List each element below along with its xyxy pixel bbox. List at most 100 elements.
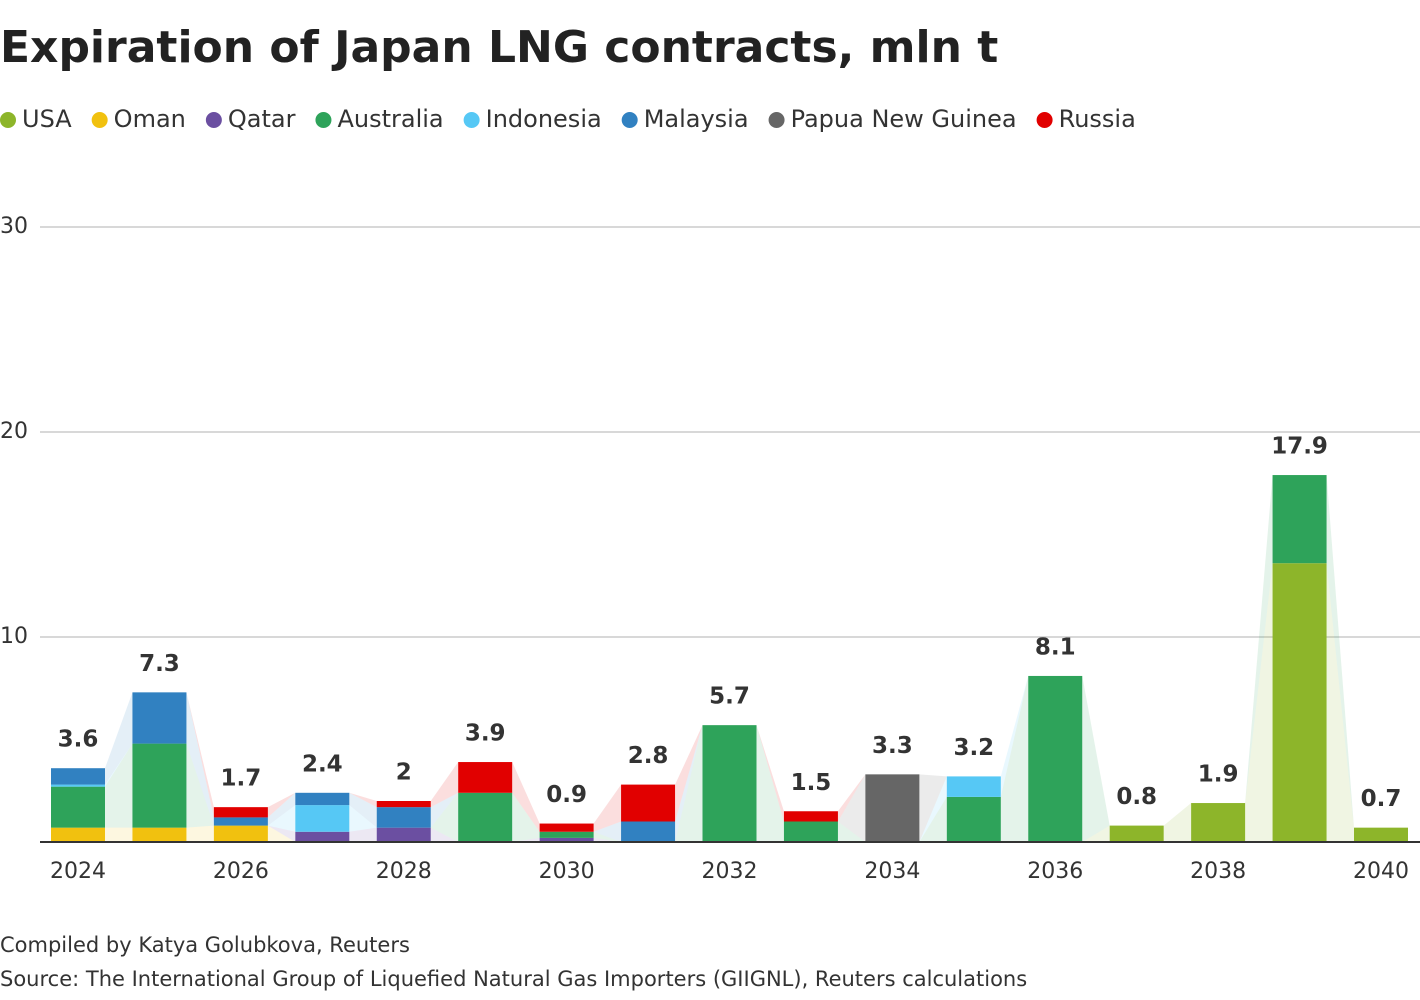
flow-band bbox=[186, 743, 214, 828]
total-label: 3.3 bbox=[872, 733, 913, 759]
bar-segment bbox=[51, 768, 105, 785]
flow-band bbox=[675, 725, 703, 842]
flow-band bbox=[837, 774, 866, 842]
total-label: 1.7 bbox=[221, 766, 262, 792]
bar-segment bbox=[1028, 675, 1083, 842]
x-tick-label: 2036 bbox=[1027, 859, 1083, 884]
flow-band bbox=[267, 792, 296, 818]
legend-label: Indonesia bbox=[486, 105, 602, 133]
total-label: 17.9 bbox=[1271, 434, 1328, 460]
total-label: 2.8 bbox=[628, 743, 669, 769]
flow-band bbox=[1163, 803, 1192, 842]
flow-band bbox=[1245, 563, 1273, 842]
flow-band bbox=[675, 725, 703, 822]
bar-segment bbox=[539, 837, 594, 842]
bar-segment bbox=[132, 692, 187, 744]
chart-title: Expiration of Japan LNG contracts, mln t bbox=[0, 22, 998, 73]
legend-marker bbox=[315, 112, 332, 128]
bar-segment bbox=[458, 762, 513, 793]
flow-band bbox=[186, 692, 214, 818]
legend-label: Papua New Guinea bbox=[791, 105, 1017, 133]
bar-segment bbox=[213, 825, 268, 842]
flow-band bbox=[1000, 675, 1029, 842]
bar-segment bbox=[295, 792, 350, 806]
flow-band bbox=[267, 825, 296, 842]
legend-marker bbox=[621, 112, 638, 128]
flow-band bbox=[837, 821, 866, 842]
flow-band bbox=[105, 692, 133, 785]
flow-band bbox=[430, 792, 459, 828]
flow-band bbox=[919, 796, 947, 842]
bar-segment bbox=[295, 805, 350, 832]
total-label: 8.1 bbox=[1035, 634, 1076, 660]
bar-segment bbox=[458, 792, 513, 842]
bar-segment bbox=[1191, 803, 1246, 842]
bar-segment bbox=[783, 821, 838, 842]
bar-segment bbox=[132, 827, 187, 842]
flow-band bbox=[430, 827, 459, 842]
flow-band bbox=[837, 774, 866, 822]
flow-band bbox=[756, 725, 784, 842]
flow-band bbox=[593, 831, 622, 842]
x-tick-label: 2030 bbox=[539, 859, 595, 884]
legend-label: Qatar bbox=[228, 105, 296, 133]
flow-band bbox=[430, 762, 459, 808]
flow-band bbox=[919, 774, 947, 842]
bar-segment bbox=[621, 784, 676, 822]
total-label: 3.6 bbox=[58, 727, 99, 753]
flow-band bbox=[1082, 675, 1110, 842]
flow-band bbox=[349, 792, 377, 828]
note: Compiled by Katya Golubkova, Reuters bbox=[0, 933, 410, 957]
legend-marker bbox=[91, 112, 108, 128]
flow-band bbox=[267, 825, 296, 842]
bar-segment bbox=[51, 786, 105, 828]
flow-band bbox=[105, 743, 133, 787]
flow-band bbox=[349, 792, 377, 808]
total-label: 2 bbox=[396, 760, 412, 786]
legend-marker bbox=[463, 112, 480, 128]
bar-segment bbox=[621, 821, 676, 842]
bar-segment bbox=[946, 796, 1001, 842]
bar-segment bbox=[783, 811, 838, 822]
total-label: 5.7 bbox=[709, 684, 750, 710]
flow-band bbox=[267, 805, 296, 832]
bar-segment bbox=[376, 807, 431, 828]
flow-band bbox=[919, 776, 947, 842]
flow-band bbox=[186, 825, 214, 842]
legend-marker bbox=[1036, 112, 1053, 128]
legend-marker bbox=[768, 112, 785, 128]
x-tick-label: 2040 bbox=[1353, 859, 1409, 884]
flow-band bbox=[105, 743, 133, 828]
x-tick-label: 2024 bbox=[50, 859, 106, 884]
flow-band bbox=[593, 837, 622, 842]
flow-band bbox=[1326, 475, 1354, 828]
flow-band bbox=[756, 725, 784, 822]
bar-segment bbox=[1272, 475, 1327, 564]
bar-segment bbox=[1354, 827, 1408, 842]
bar-segment bbox=[51, 827, 105, 842]
x-tick-label: 2026 bbox=[213, 859, 269, 884]
total-label: 1.5 bbox=[791, 770, 832, 796]
flow-band bbox=[512, 792, 540, 842]
legend-label: Australia bbox=[337, 105, 443, 133]
source: Source: The International Group of Lique… bbox=[0, 967, 1027, 991]
flow-band bbox=[1245, 475, 1273, 804]
flow-band bbox=[675, 725, 703, 842]
flow-band bbox=[186, 692, 214, 826]
flow-band bbox=[1082, 825, 1110, 842]
flow-band bbox=[593, 784, 622, 832]
bar-segment bbox=[376, 801, 431, 808]
flow-band bbox=[349, 827, 377, 842]
total-label: 7.3 bbox=[139, 651, 180, 677]
total-label: 1.9 bbox=[1198, 762, 1239, 788]
flow-band bbox=[512, 837, 540, 842]
bar-segment bbox=[1109, 825, 1164, 842]
legend-marker bbox=[205, 112, 222, 128]
bar-segment bbox=[51, 784, 105, 787]
flow-band bbox=[430, 792, 459, 842]
x-tick-label: 2038 bbox=[1190, 859, 1246, 884]
total-label: 3.9 bbox=[465, 721, 506, 747]
bar-segment bbox=[295, 831, 350, 842]
flow-band bbox=[267, 792, 296, 826]
